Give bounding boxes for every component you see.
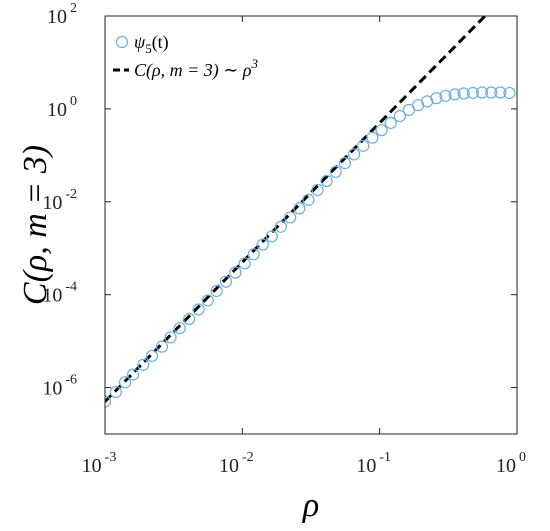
data-point xyxy=(393,109,406,123)
data-point xyxy=(485,86,498,99)
legend-label-fit: C(ρ, m = 3) ∼ ρ3 xyxy=(134,56,259,81)
data-point xyxy=(155,340,169,353)
data-point xyxy=(219,275,233,288)
data-point xyxy=(137,358,150,371)
y-tick-label: 10 -6 xyxy=(42,373,77,400)
data-point xyxy=(311,183,324,197)
x-tick-label: 10 -1 xyxy=(356,450,391,477)
data-point xyxy=(247,248,260,261)
data-point xyxy=(265,230,278,243)
data-point xyxy=(293,202,306,215)
data-point xyxy=(503,86,516,100)
y-tick-label: 10 0 xyxy=(47,94,77,121)
data-point xyxy=(494,86,507,99)
data-point xyxy=(448,88,461,101)
x-tick-label: 10 -3 xyxy=(82,450,117,477)
data-point xyxy=(430,92,443,105)
data-point xyxy=(457,87,470,100)
data-point xyxy=(238,257,251,270)
data-point xyxy=(320,174,333,188)
data-point xyxy=(126,368,140,381)
data-point xyxy=(375,123,388,137)
data-point xyxy=(466,86,480,100)
plot-background xyxy=(105,16,517,434)
data-point xyxy=(338,157,352,170)
data-point xyxy=(475,86,489,99)
data-point xyxy=(439,89,452,103)
data-point xyxy=(256,238,269,251)
data-point xyxy=(357,139,370,152)
legend: ψ5(t) C(ρ, m = 3) ∼ ρ3 xyxy=(113,32,259,81)
plot-frame xyxy=(104,15,518,435)
y-tick-label: 10 -2 xyxy=(42,187,77,214)
data-layer xyxy=(105,16,516,408)
x-tick-label: 10 0 xyxy=(496,450,526,477)
data-point xyxy=(421,95,434,108)
legend-label-psi: ψ5(t) xyxy=(134,32,169,56)
data-point xyxy=(284,211,297,224)
data-point xyxy=(118,376,132,389)
data-point xyxy=(229,266,242,279)
data-point xyxy=(329,165,342,178)
tick-layer: 10 -3 10 -2 10 -1 10 0 10 -6 10 -4 10 -2 10 0 10 2 xyxy=(42,1,526,477)
data-point xyxy=(145,349,159,363)
fit-line-rho-cubed xyxy=(105,16,488,403)
data-point xyxy=(164,331,177,344)
data-point xyxy=(366,131,379,144)
data-point xyxy=(201,294,214,307)
data-point xyxy=(105,395,112,408)
data-point xyxy=(347,148,361,161)
legend-marker-psi xyxy=(115,35,129,49)
data-point xyxy=(183,312,196,326)
data-point xyxy=(192,303,205,316)
data-point xyxy=(302,193,315,206)
data-point xyxy=(210,284,223,298)
data-point xyxy=(173,322,186,335)
x-axis-label: ρ xyxy=(302,487,319,524)
y-tick-label: 10 -4 xyxy=(42,280,77,307)
y-axis-label: C(ρ, m = 3) xyxy=(17,145,54,305)
data-point xyxy=(109,385,122,399)
y-tick-label: 10 2 xyxy=(47,1,77,28)
data-point xyxy=(274,220,288,233)
data-point xyxy=(384,116,397,129)
x-tick-label: 10 -2 xyxy=(219,450,254,477)
